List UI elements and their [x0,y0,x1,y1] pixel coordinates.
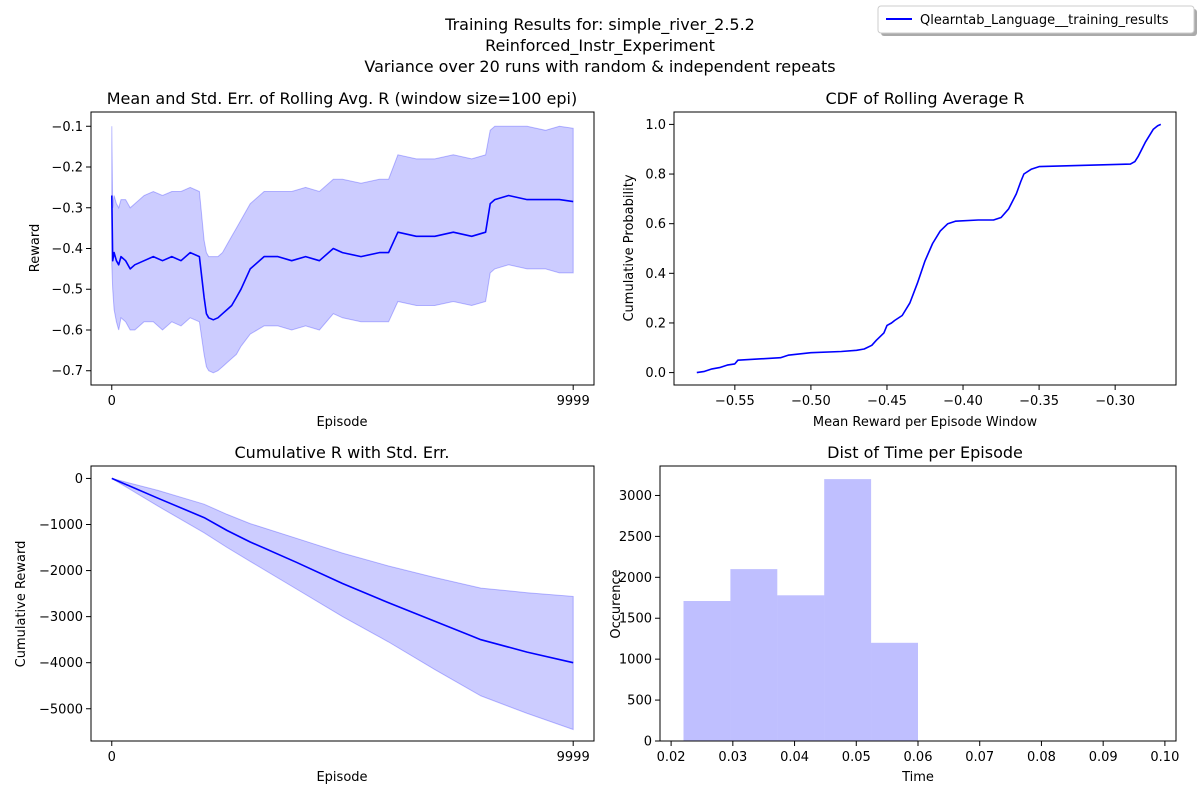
hist-xtick-label: 0.06 [904,750,933,765]
cumulative-xtick-label: 0 [108,750,116,765]
hist-ytick-label: 2500 [619,530,652,545]
hist-xtick-label: 0.03 [718,750,747,765]
figure-suptitle-line-2: Reinforced_Instr_Experiment [485,36,715,56]
cdf-series-line [696,123,1162,374]
cdf-ytick-label: 0.4 [645,267,666,282]
cumulative-ylabel: Cumulative Reward [14,541,29,668]
hist-xtick-label: 0.05 [842,750,871,765]
hist-title: Dist of Time per Episode [827,443,1023,462]
panel-cdf: CDF of Rolling Average R −0.55 −0.50 −0.45… [622,89,1177,430]
hist-ylabel: Occurence [609,569,624,638]
hist-ytick-label: 1000 [619,653,652,668]
cdf-ylabel: Cumulative Probability [622,174,637,321]
cumulative-ytick-label: −3000 [39,610,83,625]
legend: Qlearntab_Language__training_results [877,5,1197,36]
hist-ytick-label: 0 [644,735,652,750]
cumulative-series-line [111,477,574,664]
rolling-series-line [111,194,574,321]
hist-ytick-label: 2000 [619,571,652,586]
hist-ytick-label: 3000 [619,489,652,504]
cdf-xtick-label: −0.50 [791,394,831,409]
cumulative-ytick-label: −4000 [39,656,83,671]
rolling-ytick-label: −0.5 [51,283,83,298]
cumulative-ytick-label: 0 [75,472,83,487]
hist-bar [730,569,778,741]
hist-bar [871,642,918,741]
figure-suptitle-line-1: Training Results for: simple_river_2.5.2 [444,15,755,35]
cumulative-std-err-band [111,477,574,731]
hist-xtick-label: 0.08 [1027,750,1056,765]
cdf-axes-frame [673,111,1177,386]
cdf-xtick-label: −0.35 [1019,394,1059,409]
cumulative-title: Cumulative R with Std. Err. [235,443,450,462]
rolling-ytick-label: −0.7 [51,364,83,379]
rolling-xtick-label: 0 [108,394,116,409]
panel-histogram: Dist of Time per Episode 0.02 0.03 0.04 0.0… [609,443,1179,785]
rolling-ytick-label: −0.2 [51,161,83,176]
hist-xtick-label: 0.10 [1150,750,1179,765]
legend-label: Qlearntab_Language__training_results [920,13,1169,28]
panel-rolling-average: Mean and Std. Err. of Rolling Avg. R (wi… [28,89,595,430]
rolling-ytick-label: −0.1 [51,120,83,135]
cumulative-xtick-label: 9999 [557,750,590,765]
panel-cumulative: Cumulative R with Std. Err. 0 9999 −5000 −4… [14,443,595,785]
rolling-ytick-label: −0.4 [51,242,83,257]
cdf-ytick-label: 0.0 [645,366,666,381]
cdf-xtick-label: −0.30 [1095,394,1135,409]
hist-ytick-label: 500 [627,694,652,709]
figure-suptitle-line-3: Variance over 20 runs with random & inde… [364,57,835,76]
cdf-xlabel: Mean Reward per Episode Window [813,415,1038,430]
cdf-ytick-label: 0.2 [645,316,666,331]
hist-xtick-label: 0.02 [657,750,686,765]
hist-bar [777,595,825,741]
hist-xlabel: Time [901,770,934,785]
rolling-ylabel: Reward [28,224,43,272]
cumulative-ytick-label: −1000 [39,518,83,533]
rolling-ytick-label: −0.6 [51,323,83,338]
cdf-ytick-label: 0.8 [645,168,666,183]
cumulative-axes-frame [90,465,595,742]
cumulative-xlabel: Episode [316,770,367,785]
rolling-title: Mean and Std. Err. of Rolling Avg. R (wi… [107,89,578,108]
hist-xtick-label: 0.04 [780,750,809,765]
cdf-xtick-label: −0.40 [943,394,983,409]
hist-bar [683,601,731,741]
cdf-ytick-label: 1.0 [645,118,666,133]
rolling-xtick-label: 9999 [557,394,590,409]
cumulative-ytick-label: −2000 [39,564,83,579]
cdf-title: CDF of Rolling Average R [825,89,1024,108]
rolling-ytick-label: −0.3 [51,201,83,216]
hist-ytick-label: 1500 [619,612,652,627]
cumulative-ytick-label: −5000 [39,702,83,717]
cdf-xtick-label: −0.45 [867,394,907,409]
hist-xtick-label: 0.07 [965,750,994,765]
rolling-xlabel: Episode [316,415,367,430]
cdf-xtick-label: −0.55 [715,394,755,409]
hist-xtick-label: 0.09 [1089,750,1118,765]
rolling-std-err-band [111,125,574,374]
cdf-ytick-label: 0.6 [645,217,666,232]
hist-bar [824,479,872,741]
